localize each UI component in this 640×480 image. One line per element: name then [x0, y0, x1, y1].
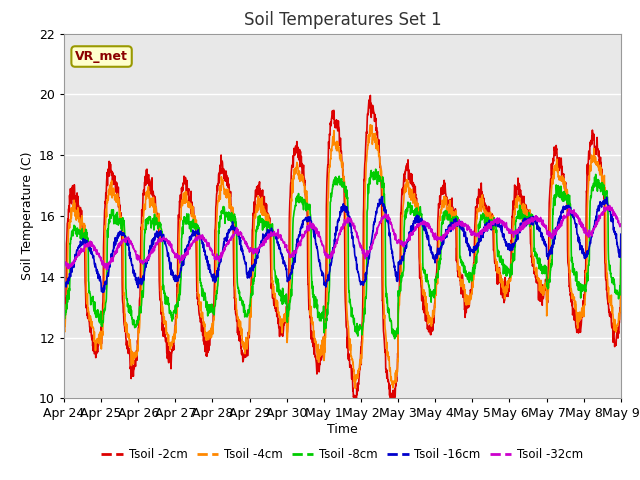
Tsoil -2cm — [316, 361, 324, 367]
Tsoil -32cm — [331, 242, 339, 248]
Tsoil -4cm — [602, 192, 609, 198]
Tsoil -16cm — [617, 231, 625, 237]
Y-axis label: Soil Temperature (C): Soil Temperature (C) — [20, 152, 33, 280]
Title: Soil Temperatures Set 1: Soil Temperatures Set 1 — [244, 11, 441, 29]
Tsoil -2cm — [617, 260, 625, 265]
Tsoil -8cm — [601, 195, 609, 201]
Tsoil -2cm — [60, 319, 68, 324]
Tsoil -4cm — [499, 279, 507, 285]
Tsoil -4cm — [351, 385, 359, 391]
Tsoil -8cm — [602, 189, 609, 195]
Tsoil -16cm — [331, 236, 339, 242]
Tsoil -32cm — [316, 234, 324, 240]
Tsoil -4cm — [601, 185, 609, 191]
Tsoil -8cm — [60, 311, 68, 317]
Tsoil -4cm — [331, 141, 339, 146]
Tsoil -16cm — [88, 251, 96, 257]
Tsoil -16cm — [602, 199, 609, 205]
Tsoil -2cm — [331, 119, 339, 125]
Line: Tsoil -16cm: Tsoil -16cm — [64, 197, 621, 292]
Tsoil -8cm — [316, 314, 324, 320]
Tsoil -8cm — [331, 179, 339, 185]
Tsoil -2cm — [601, 260, 609, 265]
Tsoil -32cm — [60, 259, 68, 265]
Tsoil -32cm — [606, 203, 614, 208]
Tsoil -16cm — [601, 197, 609, 203]
Tsoil -16cm — [100, 289, 108, 295]
Tsoil -2cm — [367, 93, 374, 98]
Text: VR_met: VR_met — [75, 50, 128, 63]
Tsoil -16cm — [316, 260, 324, 266]
Tsoil -2cm — [499, 290, 507, 296]
Tsoil -32cm — [499, 221, 506, 227]
Legend: Tsoil -2cm, Tsoil -4cm, Tsoil -8cm, Tsoil -16cm, Tsoil -32cm: Tsoil -2cm, Tsoil -4cm, Tsoil -8cm, Tsoi… — [97, 443, 588, 466]
Tsoil -16cm — [378, 194, 386, 200]
Tsoil -8cm — [499, 260, 507, 265]
Tsoil -32cm — [617, 221, 625, 227]
Tsoil -2cm — [387, 409, 394, 415]
Line: Tsoil -4cm: Tsoil -4cm — [64, 125, 621, 388]
Tsoil -16cm — [499, 233, 507, 239]
Tsoil -4cm — [316, 350, 324, 356]
Tsoil -4cm — [60, 330, 68, 336]
Tsoil -4cm — [367, 122, 374, 128]
Tsoil -4cm — [617, 257, 625, 263]
X-axis label: Time: Time — [327, 423, 358, 436]
Tsoil -16cm — [60, 284, 68, 289]
Tsoil -8cm — [372, 166, 380, 172]
Tsoil -2cm — [602, 262, 609, 267]
Tsoil -8cm — [88, 299, 96, 304]
Line: Tsoil -2cm: Tsoil -2cm — [64, 96, 621, 412]
Line: Tsoil -32cm: Tsoil -32cm — [64, 205, 621, 270]
Tsoil -32cm — [88, 242, 96, 248]
Tsoil -8cm — [617, 246, 625, 252]
Tsoil -32cm — [103, 267, 111, 273]
Tsoil -4cm — [88, 324, 96, 330]
Tsoil -2cm — [88, 334, 96, 339]
Line: Tsoil -8cm: Tsoil -8cm — [64, 169, 621, 339]
Tsoil -32cm — [601, 205, 609, 211]
Tsoil -32cm — [601, 204, 609, 210]
Tsoil -8cm — [391, 336, 399, 342]
